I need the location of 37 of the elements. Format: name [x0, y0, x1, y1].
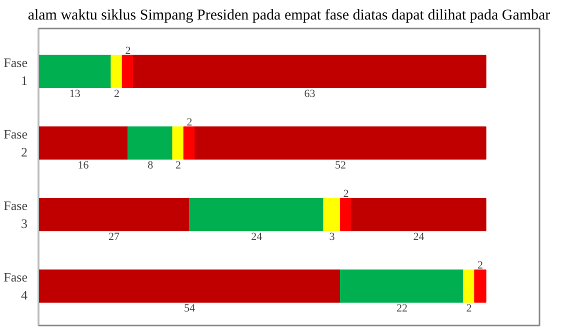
- data-label: 52: [334, 159, 346, 172]
- text: alam waktu siklus Simpang Presiden pada empat fase diatas dapat dilihat pada Gambar: [28, 8, 550, 24]
- bar: [462, 270, 476, 303]
- bar: [172, 126, 184, 160]
- bar: [188, 198, 324, 232]
- y-tick-label: Fase 4: [4, 270, 28, 303]
- data-label: 54: [184, 302, 196, 315]
- data-label: 8: [148, 159, 154, 172]
- data-label: 2: [477, 260, 483, 272]
- bar: [127, 126, 174, 160]
- bar: [340, 198, 352, 232]
- y-tick-label: Fase 3: [4, 198, 28, 232]
- bar: [323, 198, 341, 232]
- bar: [194, 126, 486, 160]
- data-label: 2: [125, 44, 131, 57]
- data-label: 2: [343, 188, 349, 200]
- data-label: 24: [413, 231, 425, 244]
- data-label: 2: [114, 88, 120, 100]
- data-label: 13: [69, 88, 81, 100]
- bar: [38, 270, 341, 303]
- bar: [474, 270, 486, 303]
- bar: [351, 198, 486, 232]
- data-label: 2: [176, 159, 182, 172]
- bar: [38, 126, 128, 160]
- data-label: 2: [186, 116, 192, 129]
- data-label: 16: [78, 159, 90, 172]
- data-label: 3: [329, 231, 336, 244]
- bar: [340, 270, 464, 303]
- y-tick-label: Fase 2: [4, 126, 28, 160]
- bar: [38, 198, 190, 232]
- data-label: 2: [466, 302, 472, 315]
- data-label: 27: [108, 231, 120, 244]
- data-label: 63: [304, 88, 316, 100]
- data-label: 24: [251, 231, 263, 244]
- y-tick-label: Fase 1: [4, 54, 28, 88]
- bar: [183, 126, 196, 160]
- data-label: 22: [396, 302, 408, 315]
